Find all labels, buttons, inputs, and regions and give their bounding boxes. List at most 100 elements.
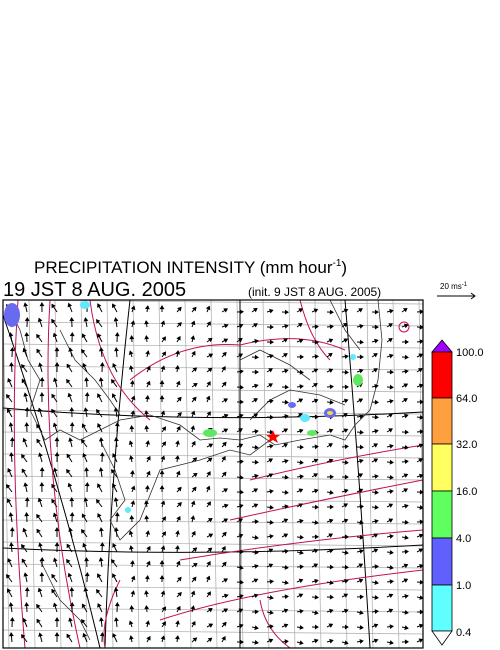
wind-arrow xyxy=(191,457,198,463)
wind-head xyxy=(97,513,102,518)
wind-head xyxy=(329,638,334,644)
wind-head xyxy=(374,564,379,570)
wind-arrow xyxy=(326,399,334,405)
wind-arrow xyxy=(144,500,149,508)
wind-arrow xyxy=(129,605,135,613)
wind-arrow xyxy=(341,578,349,584)
wind-arrow xyxy=(66,633,73,643)
wind-head xyxy=(254,429,259,434)
wind-arrow xyxy=(205,485,211,493)
wind-arrow xyxy=(69,512,75,523)
wind-head xyxy=(418,353,423,358)
wind-head xyxy=(389,534,394,539)
wind-head xyxy=(298,578,304,584)
wind-arrow xyxy=(296,593,304,598)
wind-arrow xyxy=(266,563,274,568)
wind-head xyxy=(130,320,136,325)
wind-head xyxy=(54,437,60,442)
wind-head xyxy=(112,573,117,578)
wind-head xyxy=(344,354,349,359)
wind-head xyxy=(313,383,318,388)
wind-head xyxy=(344,474,349,480)
wind-arrow xyxy=(54,362,60,373)
wind-head xyxy=(329,474,334,480)
wind-arrow xyxy=(8,632,14,643)
wind-arrow xyxy=(23,302,29,313)
wind-head xyxy=(419,609,423,615)
wind-arrow xyxy=(401,369,409,374)
wind-head xyxy=(190,335,196,340)
wind-arrow xyxy=(145,350,150,358)
wind-arrow xyxy=(191,530,196,538)
wind-head xyxy=(144,605,150,610)
wind-arrow xyxy=(251,593,259,599)
wind-head xyxy=(9,542,14,547)
wind-arrow xyxy=(206,637,213,643)
wind-head xyxy=(343,398,349,404)
wind-head xyxy=(22,617,28,623)
wind-arrow xyxy=(371,353,378,358)
wind-head xyxy=(207,547,213,553)
wind-head xyxy=(253,593,259,599)
wind-arrow xyxy=(341,413,348,418)
wind-arrow xyxy=(145,530,151,538)
wind-head xyxy=(314,610,319,616)
wind-head xyxy=(128,350,134,355)
wind-arrow xyxy=(401,354,409,360)
wind-arrow xyxy=(146,560,151,568)
wind-arrow xyxy=(326,338,334,344)
wind-head xyxy=(373,638,379,644)
wind-head xyxy=(343,428,349,433)
wind-head xyxy=(81,333,87,339)
wind-head xyxy=(283,623,289,629)
title-close: ) xyxy=(341,258,347,277)
wind-arrow xyxy=(386,624,394,630)
wind-arrow xyxy=(206,457,213,463)
wind-arrow xyxy=(311,563,319,568)
wind-arrow xyxy=(251,459,259,465)
wind-head xyxy=(238,623,244,629)
wind-head xyxy=(313,563,319,568)
wind-head xyxy=(223,398,229,403)
wind-head xyxy=(9,347,15,352)
grid-line xyxy=(3,343,423,349)
wind-arrow xyxy=(190,410,196,418)
wind-head xyxy=(298,338,304,344)
wind-arrow xyxy=(98,617,104,628)
wind-head xyxy=(22,437,28,443)
wind-arrow xyxy=(416,309,423,315)
wind-arrow xyxy=(266,443,274,449)
wind-head xyxy=(253,398,258,403)
wind-arrow xyxy=(356,444,364,450)
wind-arrow xyxy=(81,603,88,613)
wind-head xyxy=(222,471,227,477)
wind-arrow xyxy=(205,305,211,313)
wind-arrow xyxy=(326,309,334,315)
wind-arrow xyxy=(6,574,13,583)
wind-arrow xyxy=(98,467,104,478)
wind-head xyxy=(359,339,364,345)
wind-head xyxy=(284,639,289,645)
wind-head xyxy=(97,483,102,488)
wind-arrow xyxy=(401,398,408,403)
grid-line xyxy=(3,541,423,547)
wind-head xyxy=(388,413,394,418)
wind-head xyxy=(403,323,409,329)
wind-arrow xyxy=(311,610,319,616)
wind-arrow xyxy=(144,320,149,328)
wind-head xyxy=(146,380,151,386)
wind-head xyxy=(191,620,196,626)
wind-head xyxy=(128,530,134,535)
wind-arrow xyxy=(311,638,319,644)
wind-arrow xyxy=(311,308,319,313)
wind-arrow xyxy=(144,335,150,343)
wind-arrow xyxy=(21,544,28,553)
wind-head xyxy=(206,501,211,506)
wind-head xyxy=(373,623,379,629)
wind-arrow xyxy=(281,428,289,433)
wind-arrow xyxy=(129,425,135,433)
wind-arrow xyxy=(21,558,28,568)
wind-arrow xyxy=(386,489,394,494)
wind-arrow xyxy=(221,338,229,343)
wind-arrow xyxy=(36,423,43,433)
